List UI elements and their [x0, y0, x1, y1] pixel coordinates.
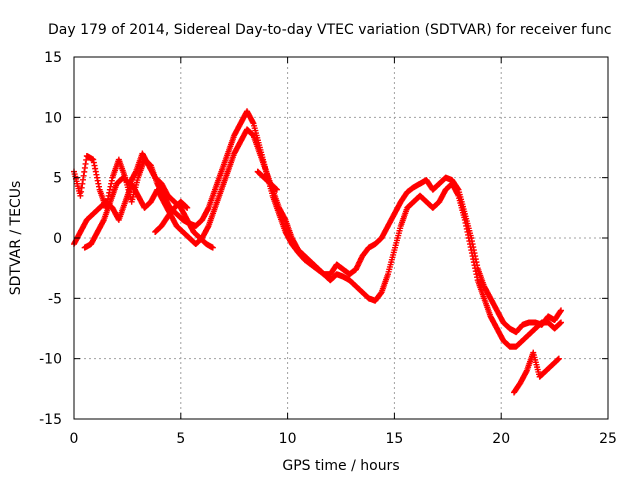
series-trace-2	[71, 126, 565, 350]
x-axis-label: GPS time / hours	[282, 458, 399, 474]
y-tick-labels: -15 -10 -5 0 5 10 15	[39, 50, 62, 428]
x-tick-labels: 0 5 10 15 20 25	[70, 431, 617, 447]
series-trace-6	[254, 168, 280, 193]
x-tick-label: 25	[599, 431, 617, 447]
y-tick-label: -10	[39, 352, 62, 368]
data-point-marker	[273, 186, 280, 193]
y-tick-label: -5	[48, 291, 62, 307]
series-trace-5	[511, 349, 562, 396]
chart-title: Day 179 of 2014, Sidereal Day-to-day VTE…	[48, 22, 612, 38]
y-tick-label: 5	[53, 171, 62, 187]
x-tick-label: 0	[70, 431, 79, 447]
series-trace-3	[81, 150, 216, 251]
data-point-marker	[555, 355, 562, 362]
data-point-marker	[209, 244, 216, 251]
series-trace-4	[152, 198, 191, 235]
y-tick-label: 15	[44, 50, 62, 66]
data-point-marker	[558, 307, 565, 314]
plot-series	[71, 108, 565, 396]
x-tick-label: 20	[492, 431, 510, 447]
data-point-marker	[184, 204, 191, 211]
y-axis-label: SDTVAR / TECUs	[8, 181, 24, 296]
y-tick-label: 0	[53, 231, 62, 247]
data-point-marker	[558, 319, 565, 326]
x-tick-label: 5	[176, 431, 185, 447]
x-tick-label: 15	[385, 431, 403, 447]
x-tick-label: 10	[279, 431, 297, 447]
y-tick-label: -15	[39, 412, 62, 428]
y-tick-label: 10	[44, 110, 62, 126]
axis-ticks	[73, 56, 609, 420]
